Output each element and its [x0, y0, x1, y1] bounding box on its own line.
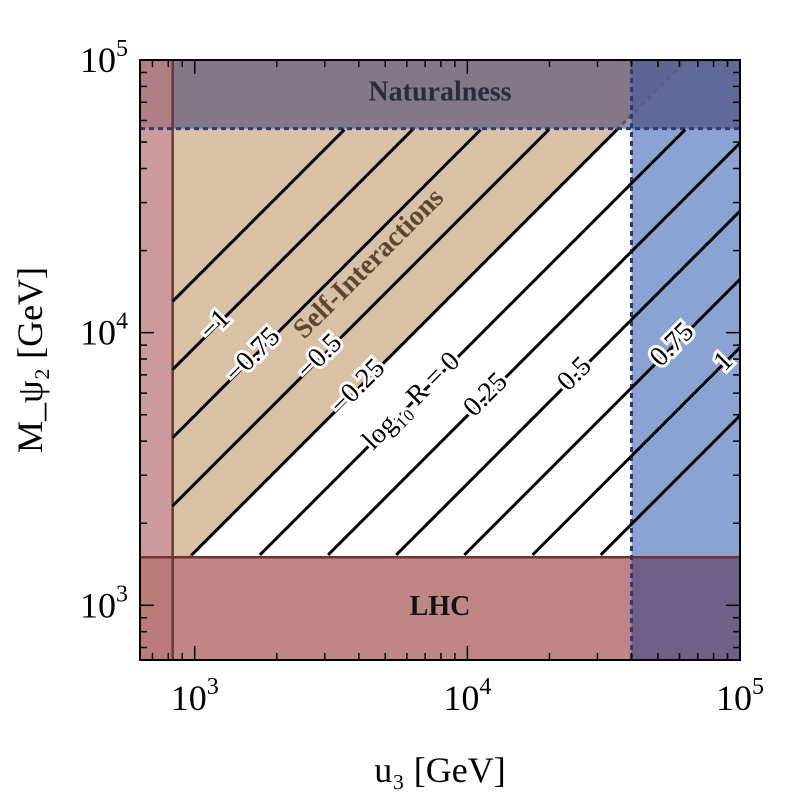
contour-label: 0.25	[454, 363, 517, 426]
contour-line	[599, 414, 740, 556]
svg-text:LHC: LHC	[410, 591, 471, 622]
lhc-label: LHC	[410, 591, 471, 622]
region-lhc-vertical	[140, 60, 173, 660]
region-self-interactions	[172, 60, 687, 558]
contour-line	[395, 210, 740, 556]
contour-line	[463, 278, 740, 556]
y-tick-label: 103	[80, 581, 128, 625]
contour-line	[171, 128, 550, 507]
region-naturalness	[140, 60, 740, 129]
contour-line	[258, 128, 687, 556]
svg-text:0.5: 0.5	[551, 350, 598, 397]
contour-line	[171, 128, 346, 303]
x-tick-label: 105	[716, 674, 764, 718]
contour-label: 0.5	[548, 347, 601, 400]
svg-text:Naturalness: Naturalness	[368, 77, 511, 108]
contour-line	[531, 346, 740, 556]
naturalness-label: Naturalness	[368, 77, 511, 108]
contour-line	[190, 128, 619, 556]
y-tick-label: 105	[80, 36, 128, 80]
plot-frame	[139, 59, 741, 661]
y-axis-label: M_ψ₂ [GeV]	[10, 267, 50, 453]
contour-line	[171, 128, 482, 439]
contour-line	[171, 128, 414, 371]
y-tick-label: 104	[80, 309, 128, 353]
contour-line	[327, 142, 740, 556]
x-tick-label: 103	[171, 674, 219, 718]
x-tick-label: 104	[443, 674, 491, 718]
region-overlap-br	[631, 557, 740, 660]
svg-text:0.25: 0.25	[457, 366, 514, 423]
x-axis-label: u₃ [GeV]	[374, 750, 506, 790]
